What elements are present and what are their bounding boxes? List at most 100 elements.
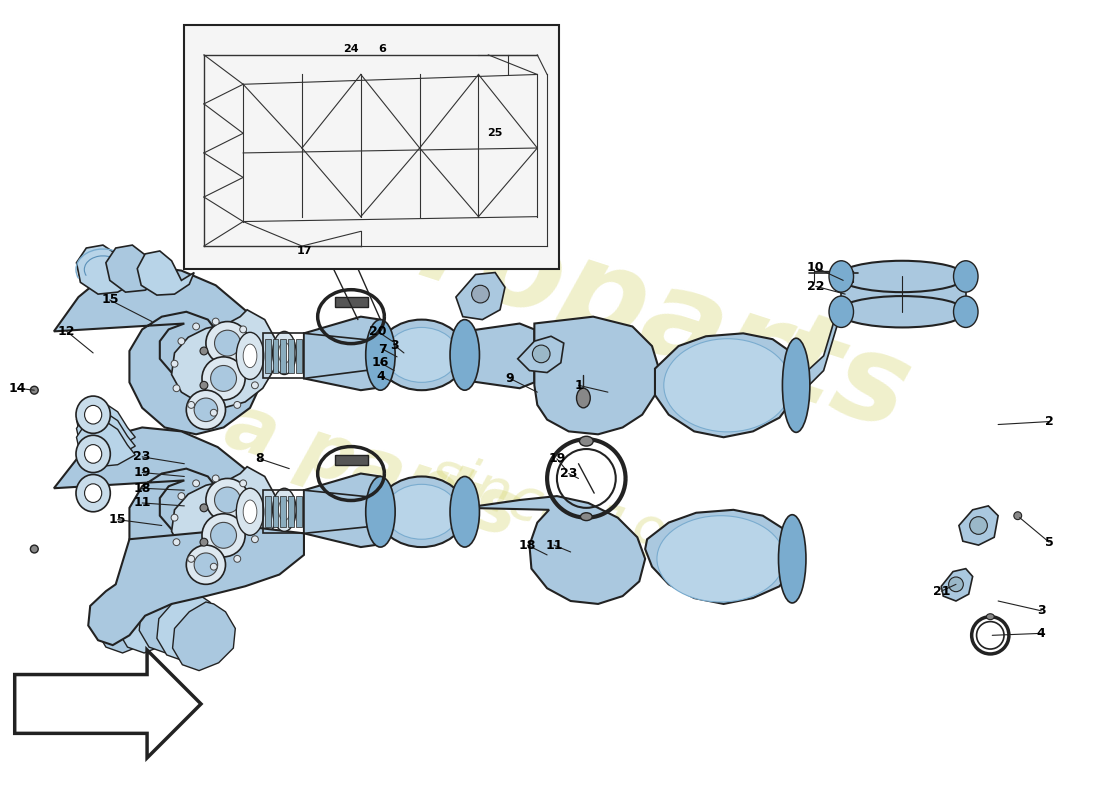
Ellipse shape — [214, 487, 241, 513]
Text: 6: 6 — [378, 44, 386, 54]
Polygon shape — [518, 336, 564, 373]
Polygon shape — [77, 402, 135, 449]
Polygon shape — [336, 455, 367, 465]
Ellipse shape — [243, 500, 257, 523]
Ellipse shape — [1014, 512, 1022, 520]
Ellipse shape — [948, 577, 964, 592]
Ellipse shape — [202, 514, 245, 557]
Text: 3: 3 — [1037, 604, 1046, 618]
Ellipse shape — [206, 478, 249, 522]
Polygon shape — [140, 584, 202, 653]
Ellipse shape — [954, 261, 978, 292]
Ellipse shape — [76, 396, 110, 434]
Text: 3: 3 — [389, 338, 398, 351]
Ellipse shape — [210, 366, 236, 391]
Ellipse shape — [212, 318, 219, 325]
Polygon shape — [265, 496, 271, 527]
Ellipse shape — [76, 474, 110, 512]
Ellipse shape — [85, 406, 101, 424]
Polygon shape — [304, 474, 387, 547]
Polygon shape — [280, 339, 286, 373]
Ellipse shape — [192, 480, 199, 486]
Ellipse shape — [236, 488, 264, 535]
Ellipse shape — [581, 513, 592, 521]
Text: 2: 2 — [1045, 415, 1054, 428]
Polygon shape — [54, 427, 263, 591]
Polygon shape — [296, 339, 303, 373]
Ellipse shape — [273, 331, 296, 374]
Ellipse shape — [385, 484, 458, 539]
Ellipse shape — [172, 514, 178, 521]
Text: 8: 8 — [255, 452, 264, 466]
Ellipse shape — [256, 505, 263, 511]
Ellipse shape — [377, 319, 465, 390]
Ellipse shape — [200, 538, 208, 546]
Ellipse shape — [85, 484, 101, 502]
Ellipse shape — [256, 350, 263, 356]
Text: 15: 15 — [101, 294, 119, 306]
Ellipse shape — [214, 330, 241, 356]
Text: 9: 9 — [506, 372, 514, 385]
Text: 24: 24 — [343, 44, 359, 54]
Ellipse shape — [173, 385, 180, 392]
Ellipse shape — [76, 435, 110, 473]
Text: 15: 15 — [109, 513, 126, 526]
Text: 16: 16 — [372, 356, 389, 370]
Ellipse shape — [365, 319, 395, 390]
Ellipse shape — [200, 382, 208, 390]
Polygon shape — [465, 323, 535, 388]
Text: 11: 11 — [546, 538, 563, 552]
Ellipse shape — [173, 538, 180, 546]
Text: 20: 20 — [368, 325, 386, 338]
Text: 10: 10 — [807, 261, 825, 274]
Ellipse shape — [838, 261, 966, 292]
Ellipse shape — [576, 388, 591, 408]
Ellipse shape — [532, 345, 550, 362]
Polygon shape — [88, 527, 304, 645]
Text: 21: 21 — [933, 585, 950, 598]
Ellipse shape — [85, 445, 101, 463]
Text: 4: 4 — [1037, 627, 1046, 640]
Polygon shape — [304, 334, 381, 378]
Ellipse shape — [31, 386, 38, 394]
Polygon shape — [942, 569, 972, 601]
Text: 23: 23 — [133, 450, 151, 463]
Ellipse shape — [580, 436, 593, 446]
Ellipse shape — [31, 545, 38, 553]
Polygon shape — [646, 510, 794, 604]
Polygon shape — [14, 650, 201, 758]
Ellipse shape — [186, 545, 225, 584]
Polygon shape — [799, 297, 842, 392]
Polygon shape — [54, 266, 263, 434]
Ellipse shape — [252, 382, 258, 389]
Ellipse shape — [240, 326, 246, 333]
Polygon shape — [455, 273, 505, 319]
Polygon shape — [106, 245, 168, 292]
Polygon shape — [288, 339, 294, 373]
Ellipse shape — [178, 338, 185, 345]
Polygon shape — [77, 245, 145, 294]
Ellipse shape — [194, 553, 218, 577]
Polygon shape — [273, 339, 278, 373]
Text: 17: 17 — [296, 246, 311, 256]
Ellipse shape — [212, 475, 219, 482]
Ellipse shape — [385, 327, 458, 382]
Ellipse shape — [450, 477, 480, 547]
Polygon shape — [304, 490, 381, 534]
Polygon shape — [304, 317, 387, 390]
Polygon shape — [173, 602, 235, 670]
Polygon shape — [118, 584, 180, 653]
Ellipse shape — [954, 296, 978, 327]
Ellipse shape — [243, 344, 257, 368]
Ellipse shape — [450, 319, 480, 390]
Polygon shape — [77, 410, 135, 458]
Text: 18: 18 — [133, 482, 151, 494]
Ellipse shape — [782, 338, 810, 432]
Polygon shape — [273, 496, 278, 527]
Text: 19: 19 — [548, 452, 565, 466]
Ellipse shape — [234, 402, 241, 408]
Ellipse shape — [186, 390, 225, 430]
Ellipse shape — [210, 410, 217, 416]
Ellipse shape — [657, 516, 784, 602]
Ellipse shape — [829, 261, 854, 292]
